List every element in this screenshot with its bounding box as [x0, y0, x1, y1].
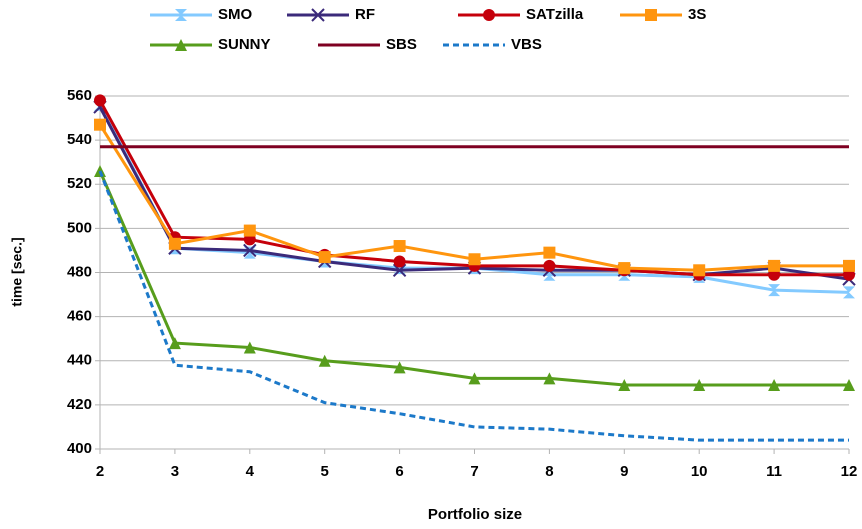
- point: [243, 224, 256, 237]
- y-tick-label: 420: [67, 396, 92, 413]
- point: [318, 251, 331, 264]
- x-tick-label: 11: [766, 463, 782, 480]
- legend-label: 3S: [688, 6, 706, 23]
- point: [843, 379, 855, 392]
- legend-label: SMO: [218, 6, 253, 23]
- x-tick-label: 5: [321, 463, 329, 480]
- legend-label: SATzilla: [526, 6, 584, 23]
- point: [543, 372, 556, 385]
- x-tick-label: 10: [691, 463, 708, 480]
- point: [843, 286, 855, 299]
- point: [693, 264, 706, 277]
- legend-marker: [311, 8, 325, 22]
- y-tick-label: 480: [67, 263, 92, 280]
- point: [618, 379, 631, 392]
- point: [468, 372, 481, 385]
- point: [94, 94, 106, 107]
- point: [768, 379, 781, 392]
- point: [393, 255, 406, 268]
- point: [243, 246, 256, 259]
- point: [543, 259, 556, 272]
- y-tick-label: 560: [67, 87, 92, 104]
- point: [768, 284, 781, 297]
- x-tick-label: 12: [841, 463, 858, 480]
- x-tick-label: 9: [620, 463, 628, 480]
- point: [843, 259, 855, 272]
- point: [392, 263, 407, 278]
- series-line: [98, 170, 849, 387]
- point: [693, 379, 706, 392]
- x-tick-label: 8: [545, 463, 553, 480]
- point: [393, 240, 406, 253]
- point: [168, 337, 181, 350]
- y-tick-label: 440: [67, 352, 92, 369]
- point: [468, 253, 481, 266]
- series-line: [98, 170, 849, 442]
- y-tick-label: 500: [67, 219, 92, 236]
- y-tick-label: 520: [67, 175, 92, 192]
- point: [94, 118, 106, 131]
- x-tick-label: 4: [246, 463, 255, 480]
- x-tick-label: 6: [395, 463, 403, 480]
- point: [318, 354, 331, 367]
- legend-label: SBS: [386, 36, 417, 53]
- legend-label: RF: [355, 6, 375, 23]
- x-tick-label: 3: [171, 463, 179, 480]
- point: [243, 243, 257, 258]
- point: [618, 262, 631, 275]
- x-axis-label: Portfolio size: [428, 506, 522, 523]
- legend-label: VBS: [511, 36, 542, 53]
- legend-label: SUNNY: [218, 36, 271, 53]
- point: [393, 361, 406, 374]
- y-tick-label: 460: [67, 308, 92, 325]
- point: [768, 259, 781, 272]
- y-axis-label: time [sec.]: [9, 237, 25, 306]
- y-tick-label: 540: [67, 131, 92, 148]
- legend-marker: [175, 9, 187, 21]
- y-tick-label: 400: [67, 440, 92, 457]
- point: [168, 237, 181, 250]
- point: [543, 246, 556, 259]
- x-tick-label: 7: [470, 463, 478, 480]
- point: [243, 341, 256, 354]
- legend-marker: [645, 9, 657, 21]
- legend-marker: [483, 9, 495, 21]
- x-tick-label: 2: [96, 463, 104, 480]
- legend-marker: [175, 39, 187, 51]
